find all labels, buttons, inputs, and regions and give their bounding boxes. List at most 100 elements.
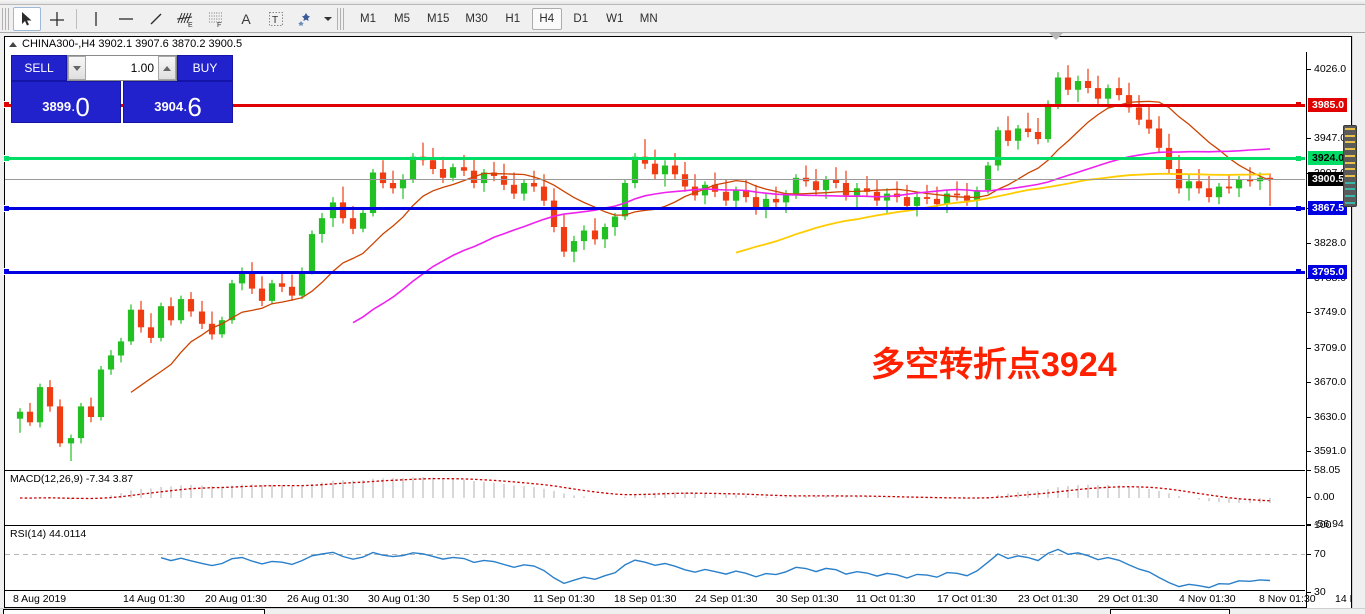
- scroll-thumb-left[interactable]: [3, 609, 265, 614]
- elliott-wave-tool-icon[interactable]: E: [172, 7, 200, 31]
- timeframe-mn[interactable]: MN: [639, 12, 658, 25]
- macd-svg: [19, 477, 1271, 504]
- price-tag-resistance-line: 3985.0: [1308, 97, 1348, 112]
- price-tick: 3709.0: [1307, 342, 1346, 354]
- gauge-bar: [1345, 128, 1355, 130]
- price-tag-support-line: 3867.5: [1308, 201, 1348, 216]
- buy-button[interactable]: BUY: [177, 55, 233, 81]
- gauge-bar: [1345, 141, 1355, 144]
- resistance-line[interactable]: [5, 103, 1305, 107]
- price-tick: 3749.0: [1307, 306, 1346, 318]
- gauge-bar: [1345, 134, 1355, 137]
- time-tick-label: 20 Aug 01:30: [205, 593, 267, 605]
- shapes-dropdown-icon[interactable]: [322, 7, 334, 31]
- price-tick: 3591.0: [1307, 445, 1346, 457]
- time-tick-label: 23 Oct 01:30: [1018, 593, 1079, 605]
- buy-price-separator: .: [183, 98, 188, 115]
- price-candlestick-svg: [16, 65, 1274, 461]
- scroll-thumb-right[interactable]: [1110, 609, 1230, 614]
- timeframe-w1[interactable]: W1: [606, 12, 624, 25]
- text-label-tool-icon[interactable]: T: [262, 7, 290, 31]
- price-axis[interactable]: 4026.03947.03907.03868.03828.03788.03749…: [1306, 52, 1351, 614]
- support-line[interactable]: [5, 270, 1305, 274]
- rsi-label: RSI(14) 44.0114: [10, 528, 87, 540]
- price-plot-area[interactable]: [5, 52, 1305, 468]
- scale-gauge-icon[interactable]: [1343, 125, 1357, 207]
- gauge-bar: [1345, 175, 1355, 178]
- price-tick: 3828.0: [1307, 237, 1346, 249]
- cursor-tool-icon[interactable]: [13, 6, 41, 31]
- drawing-toolbar: E F A T: [0, 5, 1365, 33]
- rsi-tick: 100: [1307, 519, 1332, 531]
- gauge-bar: [1345, 154, 1355, 157]
- time-tick-label: 18 Sep 01:30: [614, 593, 677, 605]
- macd-plot-area[interactable]: MACD(12,26,9) -7.34 3.87: [5, 470, 1305, 524]
- timeframe-m15[interactable]: M15: [427, 12, 450, 25]
- timeframe-h4[interactable]: H4: [531, 7, 562, 30]
- one-click-trading-panel: SELL 1.00 BUY 3899 . 0: [11, 55, 233, 123]
- horizontal-line-tool-icon[interactable]: [112, 7, 140, 31]
- timeframe-h1[interactable]: H1: [505, 12, 521, 25]
- price-tick: 3630.0: [1307, 411, 1346, 423]
- time-tick-label: 8 Aug 2019: [13, 593, 67, 605]
- chart-window: CHINA300-,H4 3902.1 3907.6 3870.2 3900.5…: [3, 36, 1365, 614]
- gauge-bar: [1345, 201, 1355, 204]
- timeframe-d1[interactable]: D1: [573, 12, 589, 25]
- chart-title-bar: CHINA300-,H4 3902.1 3907.6 3870.2 3900.5: [5, 37, 242, 51]
- price-tag-support-line: 3795.0: [1308, 264, 1348, 279]
- price-tick: 3670.0: [1307, 376, 1346, 388]
- time-tick-label: 24 Sep 01:30: [695, 593, 758, 605]
- sell-price-decimal: 0: [75, 92, 90, 122]
- volume-input[interactable]: 1.00: [130, 61, 154, 75]
- time-tick-label: 17 Oct 01:30: [937, 593, 998, 605]
- buy-price-decimal: 6: [187, 92, 202, 122]
- gauge-bar: [1345, 181, 1355, 184]
- trade-panel-price-row: 3899 . 0 3904 . 6: [11, 81, 233, 123]
- vertical-scrollbar[interactable]: [1352, 36, 1365, 608]
- trendline-tool-icon[interactable]: [142, 7, 170, 31]
- macd-label: MACD(12,26,9) -7.34 3.87: [10, 473, 134, 485]
- time-tick-label: 29 Oct 01:30: [1098, 593, 1159, 605]
- sell-price-separator: .: [71, 98, 76, 115]
- gauge-bar: [1345, 195, 1355, 198]
- timeframe-m1[interactable]: M1: [360, 12, 376, 25]
- sell-price-integer: 3899: [42, 99, 72, 114]
- fibonacci-tool-icon[interactable]: F: [202, 7, 230, 31]
- gauge-bar: [1345, 188, 1355, 191]
- toolbar-grip[interactable]: [2, 7, 9, 30]
- time-tick-label: 5 Sep 01:30: [453, 593, 510, 605]
- shapes-tool-icon[interactable]: [292, 7, 320, 31]
- trade-panel-top-row: SELL 1.00 BUY: [11, 55, 233, 81]
- support-line[interactable]: [5, 207, 1305, 211]
- upper-toolbar-strip: [0, 0, 1365, 5]
- timeframe-group: M1 M5 M15 M30 H1 H4 D1 W1 MN: [351, 7, 666, 30]
- crosshair-tool-icon[interactable]: [43, 7, 71, 31]
- sell-price-display[interactable]: 3899 . 0: [11, 81, 121, 123]
- timeframe-m30[interactable]: M30: [465, 12, 488, 25]
- macd-tick: -56.94: [1307, 518, 1344, 530]
- volume-increase-icon[interactable]: [158, 56, 176, 80]
- volume-decrease-icon[interactable]: [68, 56, 86, 80]
- sell-button[interactable]: SELL: [11, 55, 67, 81]
- toolbar-grip-2[interactable]: [337, 7, 344, 30]
- svg-text:T: T: [272, 15, 278, 26]
- gauge-bar: [1345, 148, 1355, 151]
- price-tick: 4026.0: [1307, 63, 1346, 75]
- text-tool-icon[interactable]: A: [241, 10, 251, 27]
- chart-annotation-text: 多空转折点3924: [871, 346, 1117, 384]
- gauge-bar: [1345, 168, 1355, 171]
- buy-price-display[interactable]: 3904 . 6: [123, 81, 233, 123]
- chart-collapse-arrow-icon[interactable]: [1049, 33, 1063, 40]
- collapse-triangle-icon[interactable]: [9, 41, 17, 47]
- pivot-line[interactable]: [5, 157, 1305, 161]
- price-tag-current-price: 3900.5: [1308, 172, 1348, 187]
- vertical-line-tool-icon[interactable]: [82, 7, 110, 31]
- time-tick-label: 30 Sep 01:30: [776, 593, 839, 605]
- timeframe-m5[interactable]: M5: [394, 12, 410, 25]
- horizontal-scrollbar[interactable]: [0, 608, 1365, 614]
- volume-stepper[interactable]: 1.00: [67, 55, 177, 81]
- time-tick-label: 11 Sep 01:30: [533, 593, 595, 605]
- time-axis[interactable]: 8 Aug 2019 14 Aug 01:30 20 Aug 01:30 26 Aug…: [5, 590, 1365, 607]
- toolbar-separator: [76, 8, 77, 29]
